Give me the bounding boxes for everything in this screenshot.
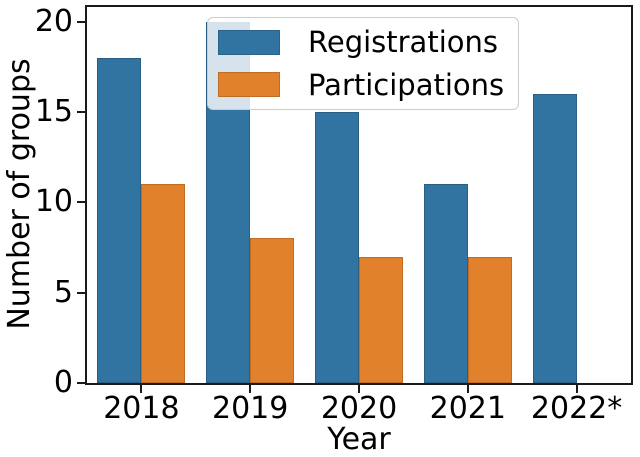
x-tick-label: 2022* <box>530 391 623 426</box>
y-tick <box>77 110 85 113</box>
plot-area: 0 5 10 15 20 2018 2019 2020 2021 2022* Registrati… <box>35 5 633 425</box>
y-tick <box>77 291 85 294</box>
bar-participations-2021 <box>467 256 512 383</box>
bar-registrations-2022* <box>532 93 577 383</box>
x-tick <box>575 385 578 393</box>
bar-participations-2019 <box>250 238 295 383</box>
bar-registrations-2020 <box>315 111 359 383</box>
legend-item-registrations: Registrations <box>208 24 518 60</box>
x-tick-label: 2021 <box>429 391 506 426</box>
y-tick <box>77 382 85 384</box>
x-tick-label: 2018 <box>103 391 180 426</box>
x-tick <box>466 385 469 393</box>
y-tick-label: 15 <box>34 93 73 129</box>
legend-swatch-participations <box>218 72 280 98</box>
legend-item-participations: Participations <box>208 67 518 103</box>
y-tick <box>77 20 85 23</box>
legend-swatch-registrations <box>218 29 280 55</box>
x-tick-label: 2019 <box>212 391 289 426</box>
y-tick-label: 10 <box>34 184 73 220</box>
x-tick-label: 2020 <box>320 391 398 426</box>
bar-registrations-2021 <box>423 184 468 383</box>
legend: Registrations Participations <box>207 17 519 110</box>
bar-participations-2020 <box>359 256 403 383</box>
x-axis-label: Year <box>327 422 391 457</box>
bar-participations-2018 <box>141 184 186 383</box>
y-tick <box>77 201 85 204</box>
y-tick-label: 5 <box>53 274 73 310</box>
legend-label-participations: Participations <box>308 67 505 102</box>
y-tick-label: 20 <box>34 3 73 39</box>
y-tick-label: 0 <box>53 365 73 400</box>
x-tick <box>249 385 252 393</box>
bar-registrations-2018 <box>97 57 142 383</box>
x-tick <box>140 385 143 393</box>
legend-label-registrations: Registrations <box>308 25 498 60</box>
x-tick <box>358 385 360 393</box>
